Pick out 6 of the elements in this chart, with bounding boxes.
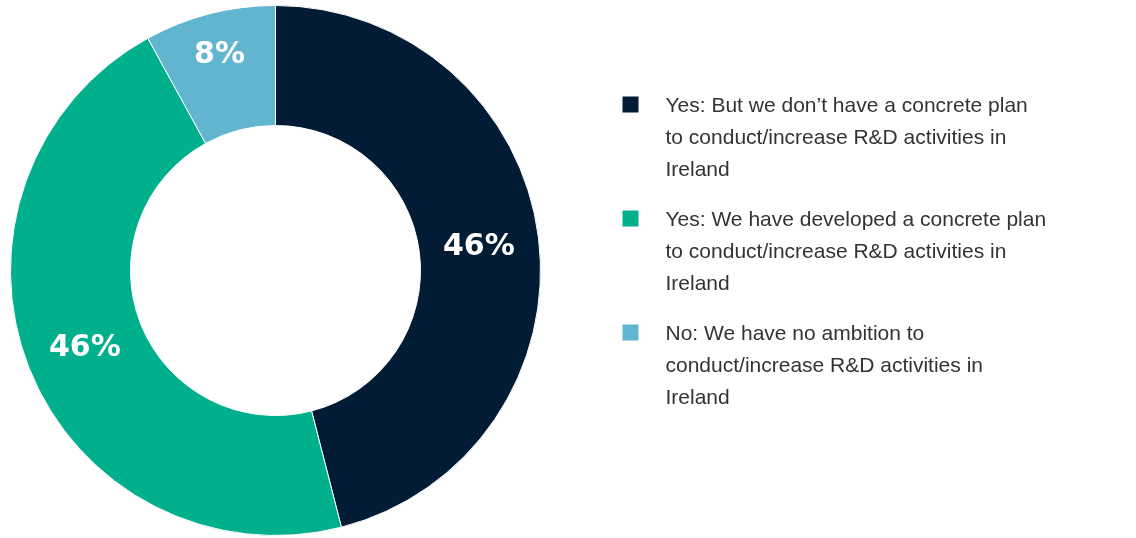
data-label: 46% [442, 227, 515, 263]
data-label: 46% [48, 328, 121, 364]
legend-label: Yes: But we don’t have a concrete plan to conduct/increase R&D activities in Ireland [665, 93, 1028, 180]
legend-label: Yes: We have developed a concrete plan to conduct/increase R&D activities in Ireland [665, 207, 1047, 294]
legend-label: No: We have no ambition to conduct/increase R&D activities in Ireland [665, 321, 983, 408]
data-label: 8% [194, 35, 246, 71]
